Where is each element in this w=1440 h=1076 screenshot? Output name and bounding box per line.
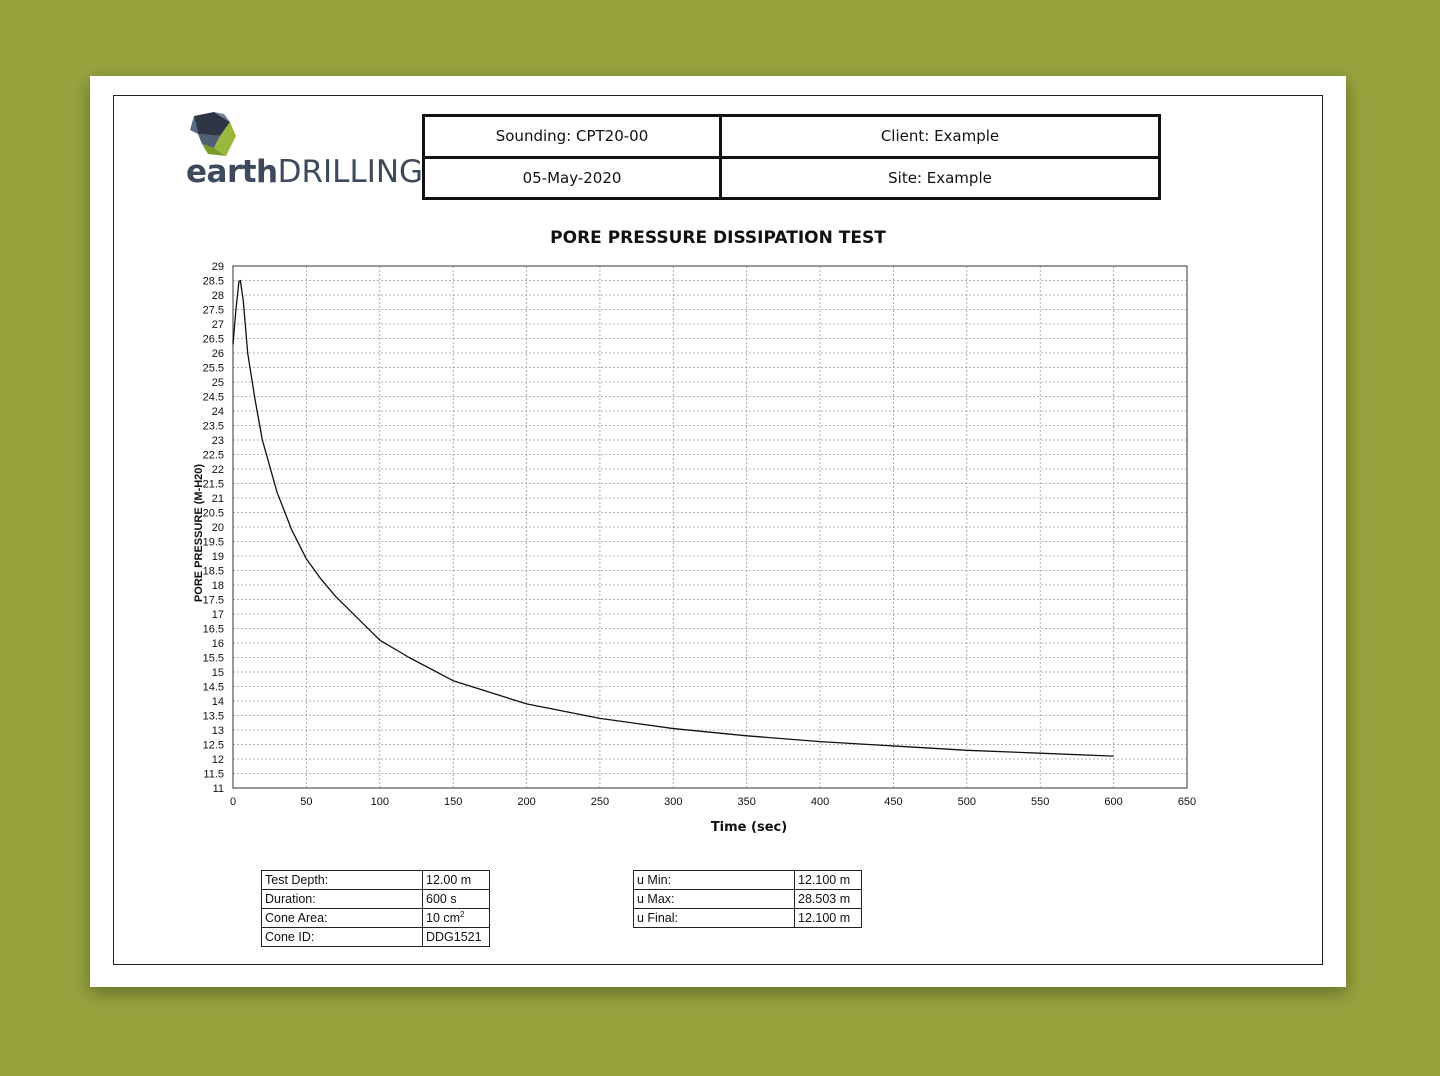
x-tick-label: 50 — [300, 796, 312, 808]
y-tick-label: 17.5 — [203, 595, 224, 607]
pore-pressure-line — [232, 279, 1114, 757]
x-tick-label: 100 — [371, 796, 389, 808]
y-tick-label: 26.5 — [203, 334, 224, 346]
y-tick-label: 27.5 — [203, 305, 224, 317]
test-info-value: 10 cm2 — [422, 908, 490, 928]
test-info-value: 600 s — [422, 889, 490, 909]
y-tick-label: 24 — [212, 406, 224, 418]
logo-word-drilling: DRILLING — [277, 154, 424, 190]
y-tick-label: 18 — [212, 580, 224, 592]
x-tick-label: 600 — [1104, 796, 1122, 808]
report-frame — [113, 95, 1323, 965]
test-info-value: DDG1521 — [422, 927, 490, 947]
y-tick-label: 12 — [212, 754, 224, 766]
y-tick-label: 13 — [212, 725, 224, 737]
sounding-cell: Sounding: CPT20-00 — [422, 114, 722, 159]
plot-area-border — [232, 265, 1188, 789]
test-info-row: Cone ID: DDG1521 — [261, 927, 490, 947]
y-tick-label: 28.5 — [203, 276, 224, 288]
test-info-label: Cone Area: — [261, 908, 423, 928]
y-tick-label: 15 — [212, 667, 224, 679]
y-tick-label: 21.5 — [203, 479, 224, 491]
x-tick-label: 350 — [738, 796, 756, 808]
test-info-row: Cone Area: 10 cm2 — [261, 908, 490, 928]
x-tick-label: 500 — [958, 796, 976, 808]
y-tick-label: 23.5 — [203, 421, 224, 433]
pressure-summary-row: u Final: 12.100 m — [633, 908, 862, 928]
y-tick-label: 11.5 — [203, 769, 224, 781]
y-tick-label: 20 — [212, 522, 224, 534]
y-tick-label: 27 — [212, 319, 224, 331]
y-axis-label: PORE PRESSURE (M-H20) — [193, 464, 205, 602]
x-tick-label: 450 — [884, 796, 902, 808]
report-sheet: earthDRILLING Sounding: CPT20-00 Client:… — [90, 76, 1346, 987]
x-tick-label: 550 — [1031, 796, 1049, 808]
test-info-row: Test Depth: 12.00 m — [261, 870, 490, 890]
test-info-row: Duration: 600 s — [261, 889, 490, 909]
y-tick-label: 25.5 — [203, 363, 224, 375]
y-tick-label: 16 — [212, 638, 224, 650]
x-axis-label: Time (sec) — [711, 820, 787, 835]
chart-title: PORE PRESSURE DISSIPATION TEST — [550, 228, 886, 248]
pressure-summary-label: u Max: — [633, 889, 795, 909]
y-tick-label: 20.5 — [203, 508, 224, 520]
pressure-summary-row: u Max: 28.503 m — [633, 889, 862, 909]
y-tick-label: 18.5 — [203, 566, 224, 578]
test-info-table: Test Depth: 12.00 m Duration: 600 s Cone Are… — [261, 870, 490, 947]
x-tick-label: 200 — [517, 796, 535, 808]
company-logo: earthDRILLING — [186, 112, 423, 192]
test-info-label: Duration: — [261, 889, 423, 909]
pressure-summary-row: u Min: 12.100 m — [633, 870, 862, 890]
site-cell: Site: Example — [719, 155, 1161, 200]
y-tick-label: 11 — [213, 783, 224, 795]
pressure-summary-value: 12.100 m — [794, 870, 862, 890]
y-tick-label: 23 — [212, 435, 224, 447]
x-tick-label: 400 — [811, 796, 829, 808]
logo-wordmark: earthDRILLING — [186, 154, 423, 190]
y-tick-label: 21 — [212, 493, 224, 505]
y-tick-label: 14 — [212, 696, 224, 708]
y-tick-label: 28 — [212, 290, 224, 302]
test-info-unit-exponent: 2 — [460, 910, 465, 920]
dissipation-chart: 0 50 100 150 200 250 300 350 400 450 500 550 600 650 1… — [193, 261, 1196, 835]
y-tick-label: 26 — [212, 348, 224, 360]
pressure-summary-value: 28.503 m — [794, 889, 862, 909]
pressure-summary-value: 12.100 m — [794, 908, 862, 928]
header-table: Sounding: CPT20-00 Client: Example 05-Ma… — [422, 114, 1161, 200]
x-tick-label: 250 — [591, 796, 609, 808]
y-tick-label: 25 — [212, 377, 224, 389]
x-tick-label: 150 — [444, 796, 462, 808]
y-tick-label: 19 — [212, 551, 224, 563]
y-tick-label: 12.5 — [203, 740, 224, 752]
test-info-value: 12.00 m — [422, 870, 490, 890]
y-tick-label: 19.5 — [203, 537, 224, 549]
y-tick-label: 16.5 — [203, 624, 224, 636]
pressure-summary-label: u Final: — [633, 908, 795, 928]
y-tick-label: 13.5 — [203, 711, 224, 723]
x-tick-label: 300 — [664, 796, 682, 808]
client-cell: Client: Example — [719, 114, 1161, 159]
y-tick-label: 14.5 — [203, 682, 224, 694]
y-tick-label: 17 — [212, 609, 224, 621]
x-tick-label: 650 — [1178, 796, 1196, 808]
y-tick-label: 29 — [212, 261, 224, 273]
y-tick-label: 22 — [212, 464, 224, 476]
test-info-label: Test Depth: — [261, 870, 423, 890]
logo-word-earth: earth — [186, 154, 278, 190]
pressure-summary-label: u Min: — [633, 870, 795, 890]
logo-cube-icon — [190, 112, 236, 156]
y-tick-label: 15.5 — [203, 653, 224, 665]
y-tick-label: 22.5 — [203, 450, 224, 462]
date-cell: 05-May-2020 — [422, 155, 722, 200]
test-info-label: Cone ID: — [261, 927, 423, 947]
y-tick-label: 24.5 — [203, 392, 224, 404]
x-tick-label: 0 — [230, 796, 236, 808]
